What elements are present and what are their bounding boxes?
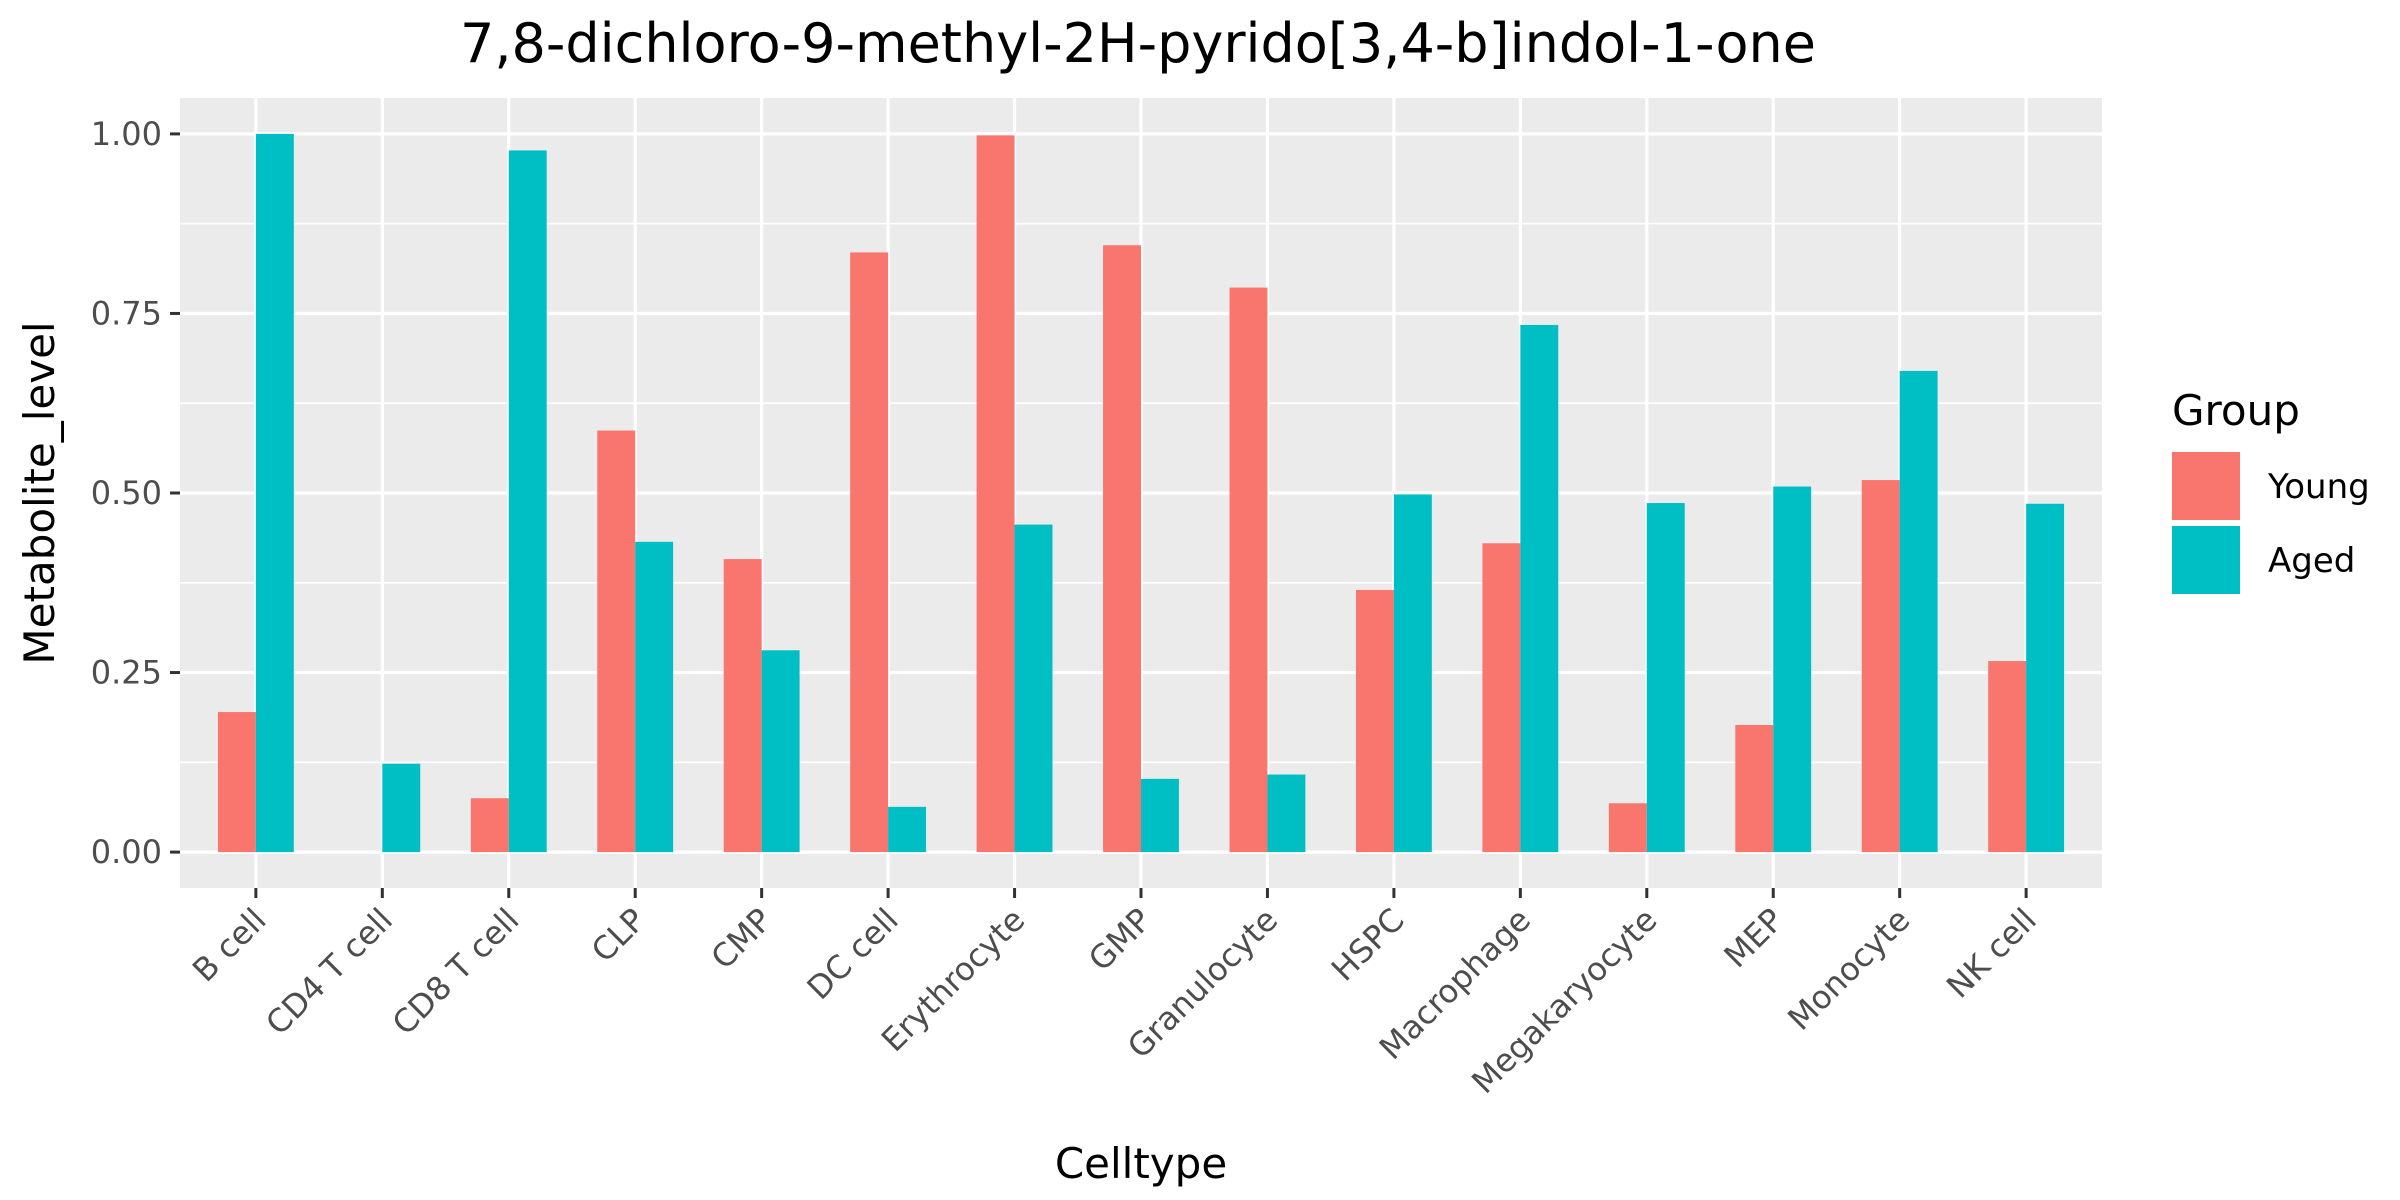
bar-aged [888, 806, 927, 853]
bar-aged [1014, 524, 1053, 853]
y-axis: 0.00 0.25 0.50 0.75 1.00 [91, 115, 180, 871]
bar-young [1988, 661, 2027, 853]
bar-young [1735, 724, 1774, 853]
x-tick-label: CD4 T cell [258, 901, 400, 1043]
y-axis-title: Metabolite_level [15, 321, 64, 664]
bar-aged [635, 541, 674, 853]
bar-young [1482, 543, 1521, 853]
bar-young [850, 252, 889, 853]
bar-young [1103, 245, 1141, 853]
bar-aged [761, 650, 800, 853]
bar-young [597, 430, 636, 853]
bar-young [470, 798, 509, 853]
bar-aged [382, 763, 421, 853]
x-tick-label: CLP [584, 901, 653, 970]
bar-young [976, 135, 1015, 853]
x-tick-label: MEP [1717, 901, 1791, 975]
bar-aged [1899, 370, 1938, 853]
bar-young [723, 559, 762, 853]
bars [217, 133, 2065, 853]
bar-young [1229, 287, 1268, 853]
bar-aged [1393, 494, 1432, 853]
bar-aged [1520, 324, 1559, 853]
bar-aged [1773, 486, 1812, 853]
x-tick-label: CMP [703, 901, 779, 977]
bar-aged [2026, 503, 2065, 853]
bar-young [1355, 589, 1394, 853]
chart-title: 7,8-dichloro-9-methyl-2H-pyrido[3,4-b]in… [460, 12, 1816, 75]
legend-key-young [2172, 452, 2240, 520]
bar-aged [1141, 778, 1179, 853]
bar-young [217, 712, 256, 853]
bar-aged [1646, 503, 1685, 853]
legend-title: Group [2172, 386, 2300, 435]
legend-label-young: Young [2267, 467, 2370, 507]
bar-aged [508, 150, 547, 853]
x-tick-label: CD8 T cell [385, 901, 527, 1043]
y-tick-label: 0.00 [91, 833, 162, 871]
legend-label-aged: Aged [2268, 541, 2355, 581]
x-axis-title: Celltype [1055, 1139, 1227, 1188]
x-tick-label: B cell [185, 901, 274, 990]
legend-key-aged [2172, 526, 2240, 594]
bar-aged [1267, 774, 1306, 853]
x-tick-label: NK cell [1939, 901, 2044, 1006]
x-tick-label: Monocyte [1780, 901, 1917, 1038]
y-tick-label: 0.25 [91, 654, 162, 692]
y-tick-label: 0.75 [91, 294, 162, 332]
bar-aged [255, 133, 294, 853]
y-tick-label: 0.50 [91, 474, 162, 512]
x-tick-label: DC cell [800, 901, 906, 1007]
x-tick-label: GMP [1081, 901, 1159, 979]
legend: Group Young Aged [2172, 386, 2370, 594]
x-tick-label: HSPC [1324, 901, 1412, 989]
y-tick-label: 1.00 [91, 115, 162, 153]
bar-young [1861, 480, 1900, 853]
bar-young [1608, 803, 1647, 853]
